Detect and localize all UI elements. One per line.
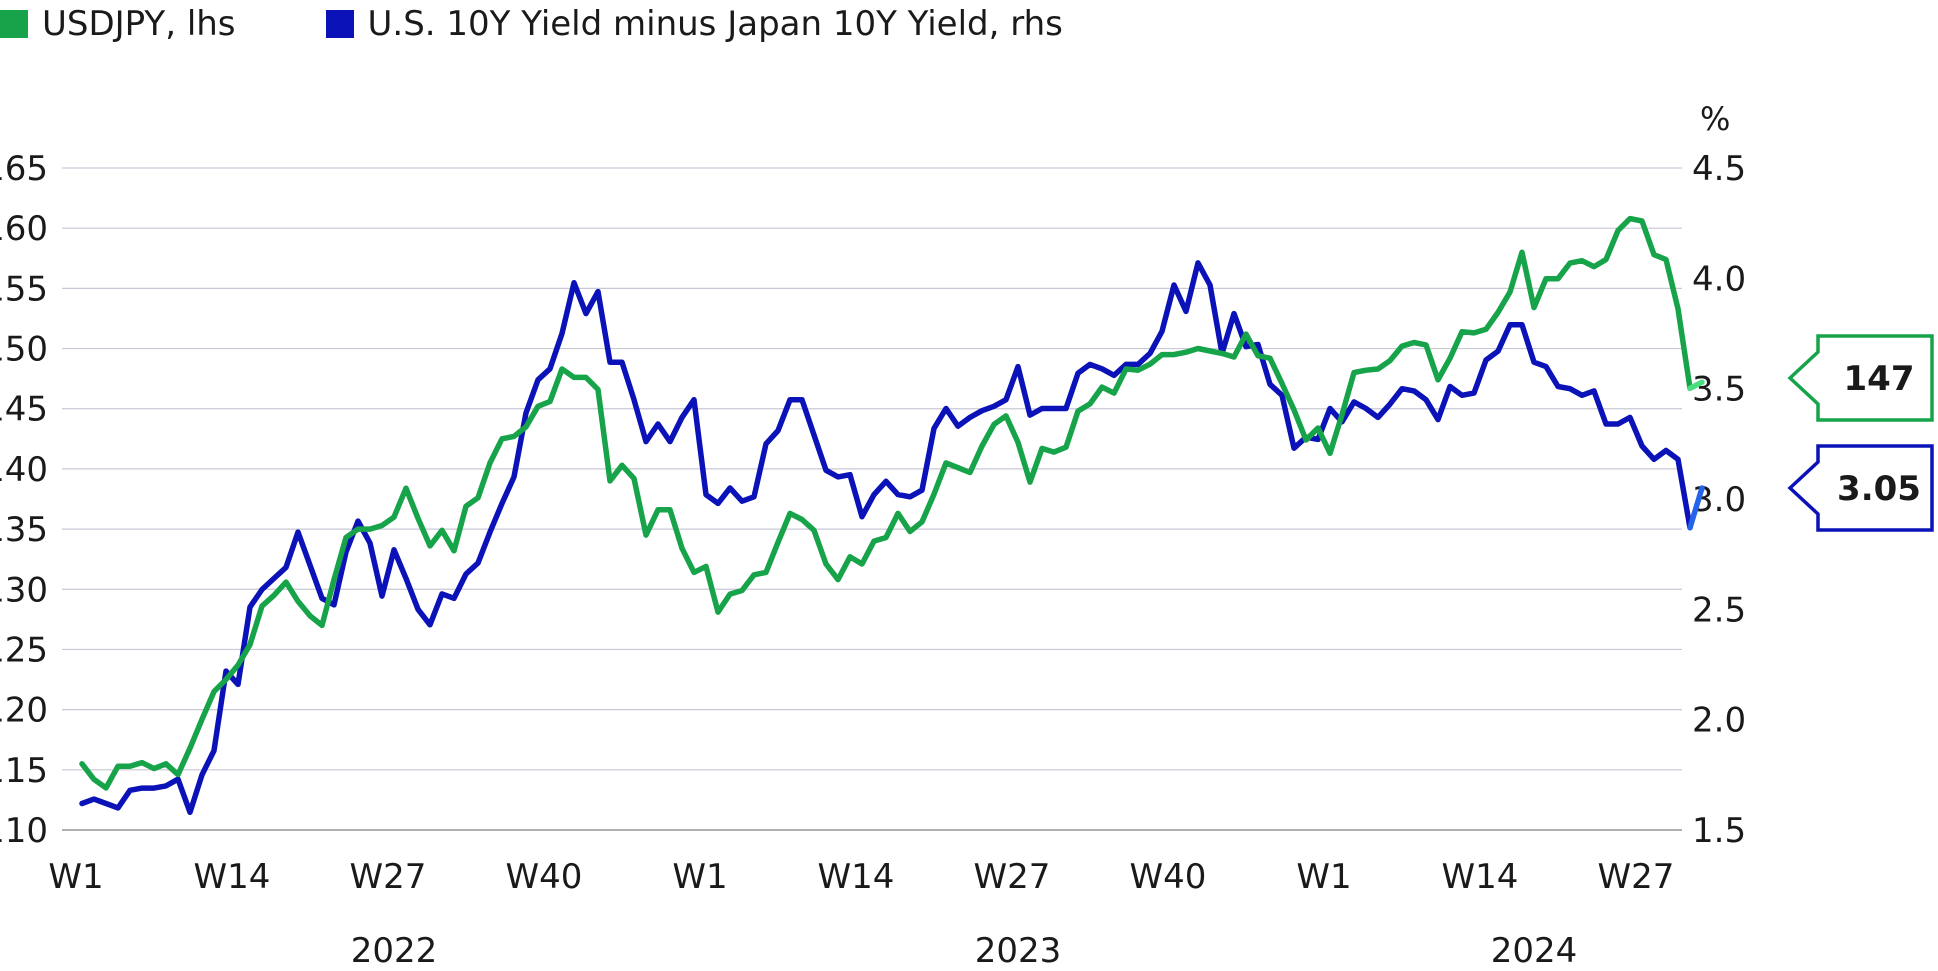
- y-left-tick-label: 130: [0, 570, 48, 610]
- x-tick-label: W1: [672, 857, 727, 897]
- legend: USDJPY, lhs U.S. 10Y Yield minus Japan 1…: [0, 4, 1153, 44]
- y-left-tick-label: 150: [0, 330, 48, 370]
- usdjpy-callout-label: 147: [1844, 359, 1915, 399]
- yield-spread-callout-label: 3.05: [1837, 469, 1921, 509]
- y-right-tick-label: 2.5: [1692, 590, 1746, 630]
- y-left-tick-label: 140: [0, 450, 48, 490]
- legend-item-usdjpy: USDJPY, lhs: [0, 4, 236, 44]
- year-label: 2024: [1491, 931, 1578, 971]
- x-tick-label: W27: [974, 857, 1051, 897]
- x-tick-label: W40: [506, 857, 583, 897]
- y-left-tick-label: 125: [0, 630, 48, 670]
- x-tick-label: W14: [1442, 857, 1519, 897]
- y-right-unit-label: %: [1700, 100, 1730, 138]
- legend-swatch-usdjpy: [0, 10, 28, 38]
- y-right-tick-label: 3.5: [1692, 370, 1746, 410]
- x-tick-label: W27: [1598, 857, 1675, 897]
- y-left-tick-label: 110: [0, 811, 48, 851]
- legend-item-yield-spread: U.S. 10Y Yield minus Japan 10Y Yield, rh…: [325, 4, 1063, 44]
- usdjpy-line: [79, 215, 1693, 791]
- legend-label-yield-spread: U.S. 10Y Yield minus Japan 10Y Yield, rh…: [367, 4, 1063, 44]
- usdjpy-last-segment: [1687, 379, 1705, 392]
- yield-spread-last-segment: [1687, 485, 1705, 531]
- usdjpy-callout-box: [1787, 334, 1934, 422]
- y-left-tick-label: 155: [0, 269, 48, 309]
- legend-label-usdjpy: USDJPY, lhs: [42, 4, 236, 44]
- y-left-tick-label: 120: [0, 691, 48, 731]
- legend-swatch-yield-spread: [325, 10, 354, 38]
- x-tick-label: W40: [1130, 857, 1207, 897]
- y-left-tick-label: 160: [0, 209, 48, 249]
- x-tick-label: W14: [818, 857, 895, 897]
- y-right-tick-label: 2.0: [1692, 701, 1746, 741]
- x-tick-label: W14: [194, 857, 271, 897]
- y-left-tick-label: 115: [0, 751, 48, 791]
- x-tick-label: W1: [48, 857, 103, 897]
- y-right-tick-label: 1.5: [1692, 811, 1746, 851]
- year-label: 2023: [975, 931, 1062, 971]
- y-left-tick-label: 135: [0, 510, 48, 550]
- year-label: 2022: [351, 931, 438, 971]
- y-left-tick-label: 145: [0, 390, 48, 430]
- y-right-tick-label: 4.0: [1692, 259, 1746, 299]
- yield-spread-callout-box: [1787, 444, 1934, 532]
- y-right-tick-label: 4.5: [1692, 149, 1746, 189]
- x-tick-label: W1: [1296, 857, 1351, 897]
- yield-spread-line: [79, 260, 1693, 816]
- x-tick-label: W27: [350, 857, 427, 897]
- y-left-tick-label: 165: [0, 149, 48, 189]
